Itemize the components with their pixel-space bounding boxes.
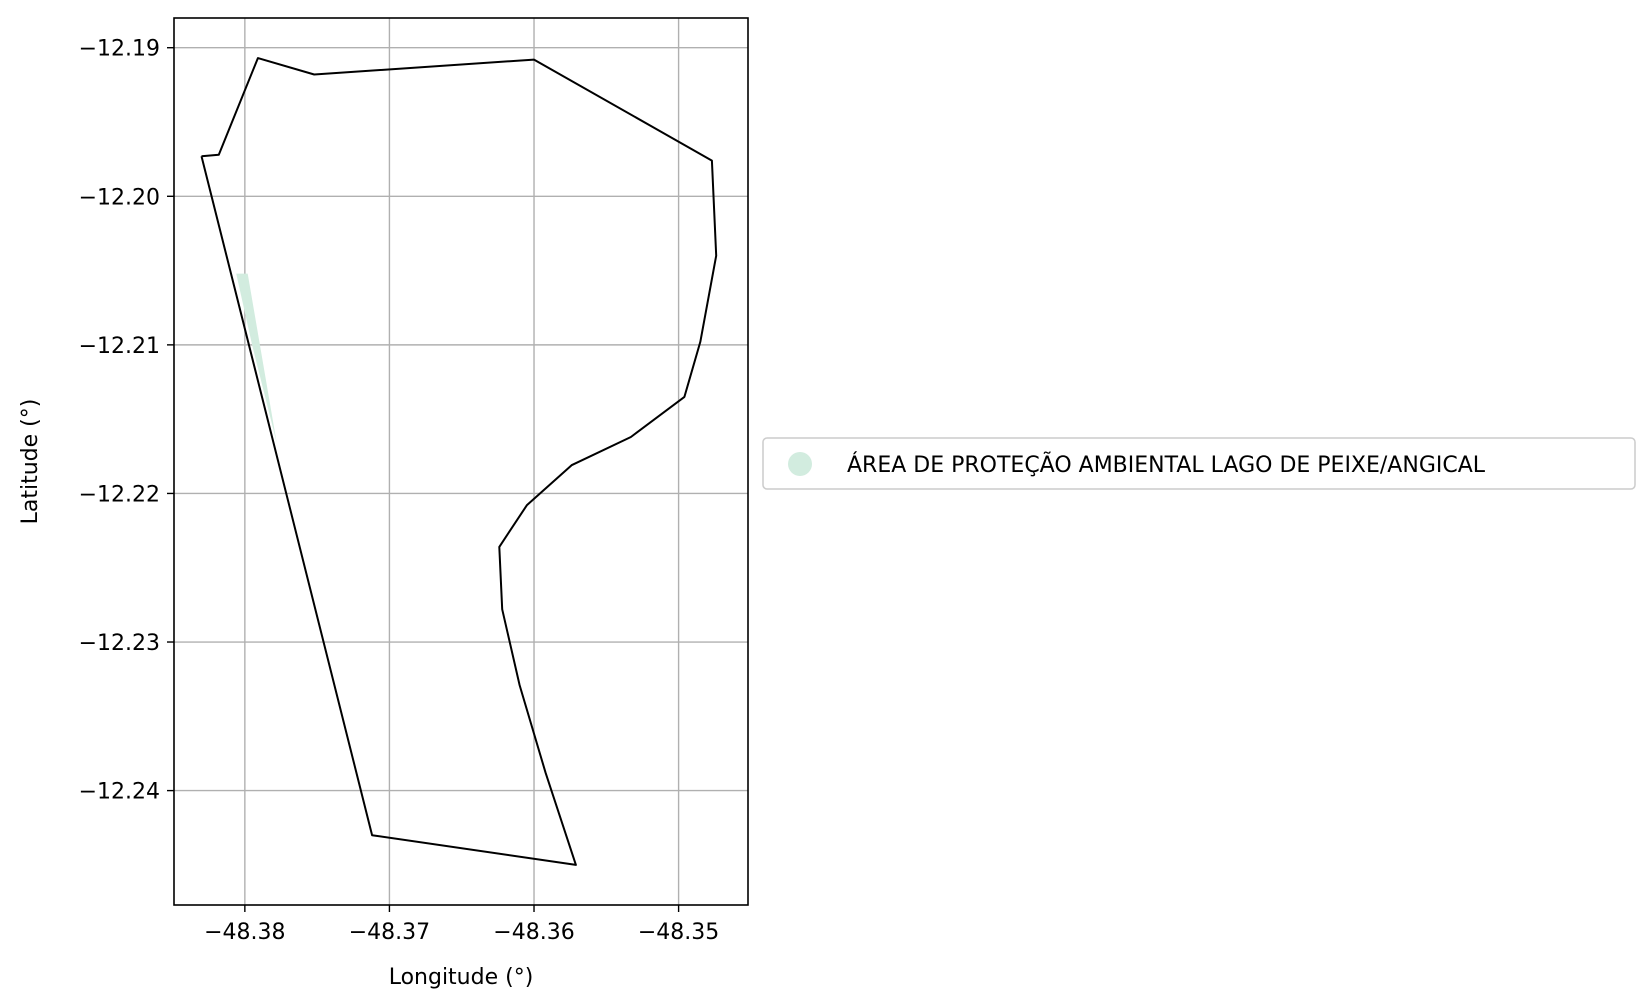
boundary-layer [200, 57, 718, 866]
y-axis-label: Latitude (°) [18, 399, 43, 525]
boundary-outline [200, 57, 718, 866]
y-tick-label: −12.20 [79, 185, 160, 210]
protected-area-polygon [236, 273, 277, 443]
protected-area-layer [236, 273, 277, 443]
x-tick-label: −48.37 [349, 920, 430, 945]
x-tick-label: −48.35 [638, 920, 719, 945]
legend-marker-circle [788, 452, 812, 476]
y-tick-label: −12.19 [79, 37, 160, 62]
x-tick-label: −48.36 [493, 920, 574, 945]
grid [174, 18, 748, 905]
y-tick-label: −12.23 [79, 631, 160, 656]
y-tick-label: −12.21 [79, 334, 160, 359]
x-axis-label: Longitude (°) [389, 965, 534, 990]
plot-frame [173, 17, 749, 906]
legend: ÁREA DE PROTEÇÃO AMBIENTAL LAGO DE PEIXE… [762, 437, 1636, 490]
legend-frame [762, 437, 1636, 490]
y-tick-label: −12.22 [79, 482, 160, 507]
x-axis-ticks: −48.38 −48.37 −48.36 −48.35 [204, 905, 719, 945]
legend-label: ÁREA DE PROTEÇÃO AMBIENTAL LAGO DE PEIXE… [847, 451, 1486, 478]
x-tick-label: −48.38 [204, 920, 285, 945]
y-axis-ticks: −12.19 −12.20 −12.21 −12.22 −12.23 −12.24 [79, 37, 174, 805]
y-tick-label: −12.24 [79, 780, 160, 805]
